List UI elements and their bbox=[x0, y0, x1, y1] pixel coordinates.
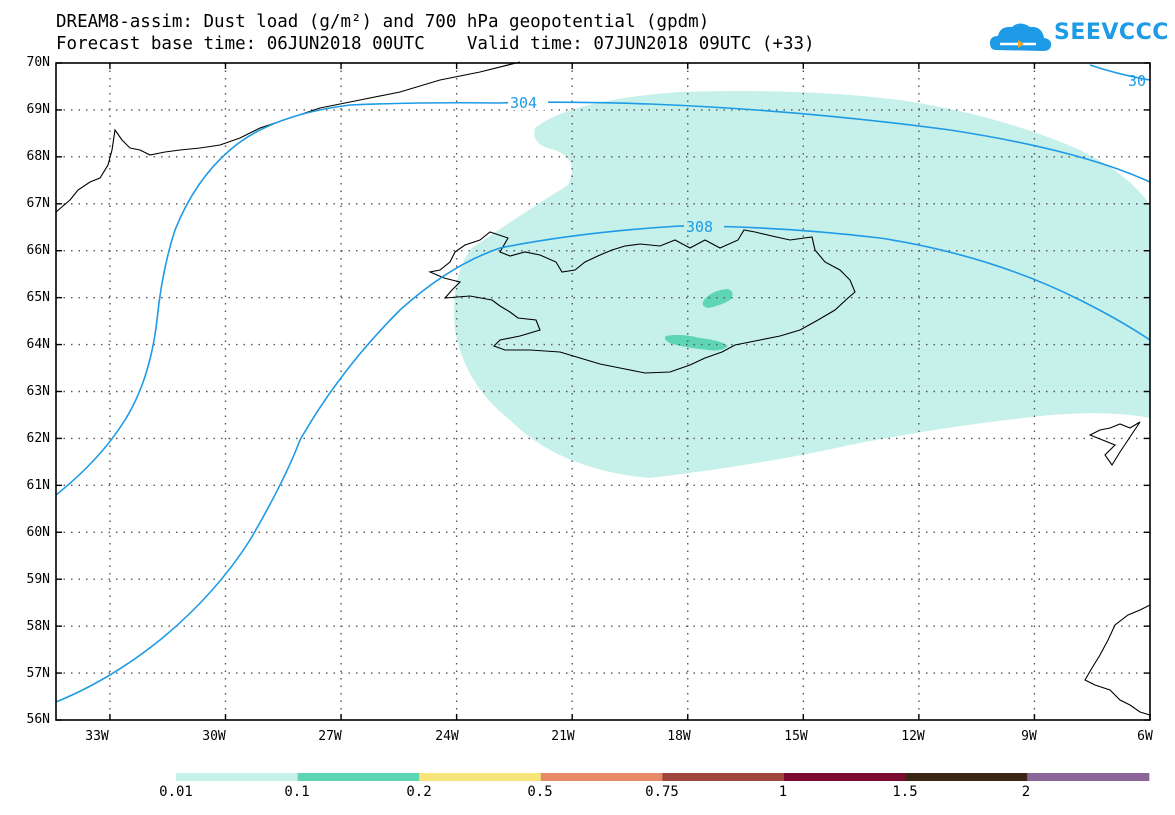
colorbar-label: 1.5 bbox=[892, 784, 918, 800]
contour-label-308: 308 bbox=[686, 218, 713, 236]
colorbar-segment bbox=[784, 773, 907, 781]
lon-label: 18W bbox=[667, 729, 691, 744]
colorbar-label: 0.5 bbox=[527, 784, 553, 800]
map-title-line-2: Forecast base time: 06JUN2018 00UTC Vali… bbox=[56, 34, 815, 54]
lon-label: 21W bbox=[551, 729, 575, 744]
lat-label: 63N bbox=[26, 384, 50, 399]
axis-ticks bbox=[56, 62, 1151, 721]
lon-label: 30W bbox=[202, 729, 226, 744]
lat-label: 59N bbox=[26, 572, 50, 587]
greenland-coastline bbox=[55, 61, 521, 213]
lon-label: 12W bbox=[901, 729, 925, 744]
contour-label-30-corner: 30 bbox=[1128, 72, 1146, 90]
colorbar-label: 1 bbox=[778, 784, 788, 800]
colorbar-label: 0.2 bbox=[406, 784, 432, 800]
lon-label: 6W bbox=[1137, 729, 1153, 744]
seevccc-cloud-logo-icon bbox=[990, 23, 1052, 51]
lat-label: 68N bbox=[26, 149, 50, 164]
dust-area-mid-north bbox=[702, 289, 733, 308]
colorbar bbox=[176, 773, 1150, 781]
coastlines bbox=[55, 61, 1151, 716]
lon-label: 27W bbox=[318, 729, 342, 744]
lat-label: 61N bbox=[26, 478, 50, 493]
lat-label: 66N bbox=[26, 243, 50, 258]
colorbar-segment bbox=[540, 773, 663, 781]
colorbar-segment bbox=[176, 773, 299, 781]
colorbar-label: 2 bbox=[1021, 784, 1031, 800]
scotland-coastline bbox=[1084, 604, 1151, 716]
contour-304-outer bbox=[55, 225, 1151, 703]
map-title-line-1: DREAM8-assim: Dust load (g/m²) and 700 h… bbox=[56, 12, 710, 32]
colorbar-segment bbox=[297, 773, 420, 781]
graticule-grid bbox=[56, 63, 1150, 720]
faroe-coastline bbox=[1088, 421, 1141, 467]
lat-label: 60N bbox=[26, 525, 50, 540]
colorbar-label: 0.01 bbox=[159, 784, 193, 800]
lon-label: 24W bbox=[435, 729, 459, 744]
dust-area-mid-south bbox=[664, 334, 728, 351]
lat-label: 67N bbox=[26, 196, 50, 211]
colorbar-segment bbox=[419, 773, 542, 781]
dust-area-low bbox=[454, 91, 1150, 478]
lat-label: 58N bbox=[26, 619, 50, 634]
lat-label: 69N bbox=[26, 102, 50, 117]
contour-labels: 304 308 30 bbox=[508, 72, 1146, 236]
logo-text: SEEVCCC bbox=[1054, 20, 1169, 45]
colorbar-segment bbox=[662, 773, 785, 781]
contour-30x-corner bbox=[1089, 64, 1151, 81]
lat-label: 56N bbox=[26, 712, 50, 727]
lat-label: 64N bbox=[26, 337, 50, 352]
lon-label: 9W bbox=[1021, 729, 1037, 744]
lat-label: 65N bbox=[26, 290, 50, 305]
colorbar-label: 0.1 bbox=[284, 784, 310, 800]
contour-label-304: 304 bbox=[510, 94, 537, 112]
colorbar-label: 0.75 bbox=[645, 784, 679, 800]
colorbar-segment bbox=[1027, 773, 1150, 781]
dust-shading bbox=[454, 91, 1150, 478]
lon-label: 15W bbox=[784, 729, 808, 744]
colorbar-segment bbox=[905, 773, 1028, 781]
contour-304-north bbox=[55, 101, 1151, 496]
lat-label: 62N bbox=[26, 431, 50, 446]
iceland-coastline bbox=[428, 229, 856, 374]
lat-label: 70N bbox=[26, 55, 50, 70]
lat-label: 57N bbox=[26, 666, 50, 681]
lon-label: 33W bbox=[85, 729, 109, 744]
geopotential-contours bbox=[55, 64, 1151, 703]
